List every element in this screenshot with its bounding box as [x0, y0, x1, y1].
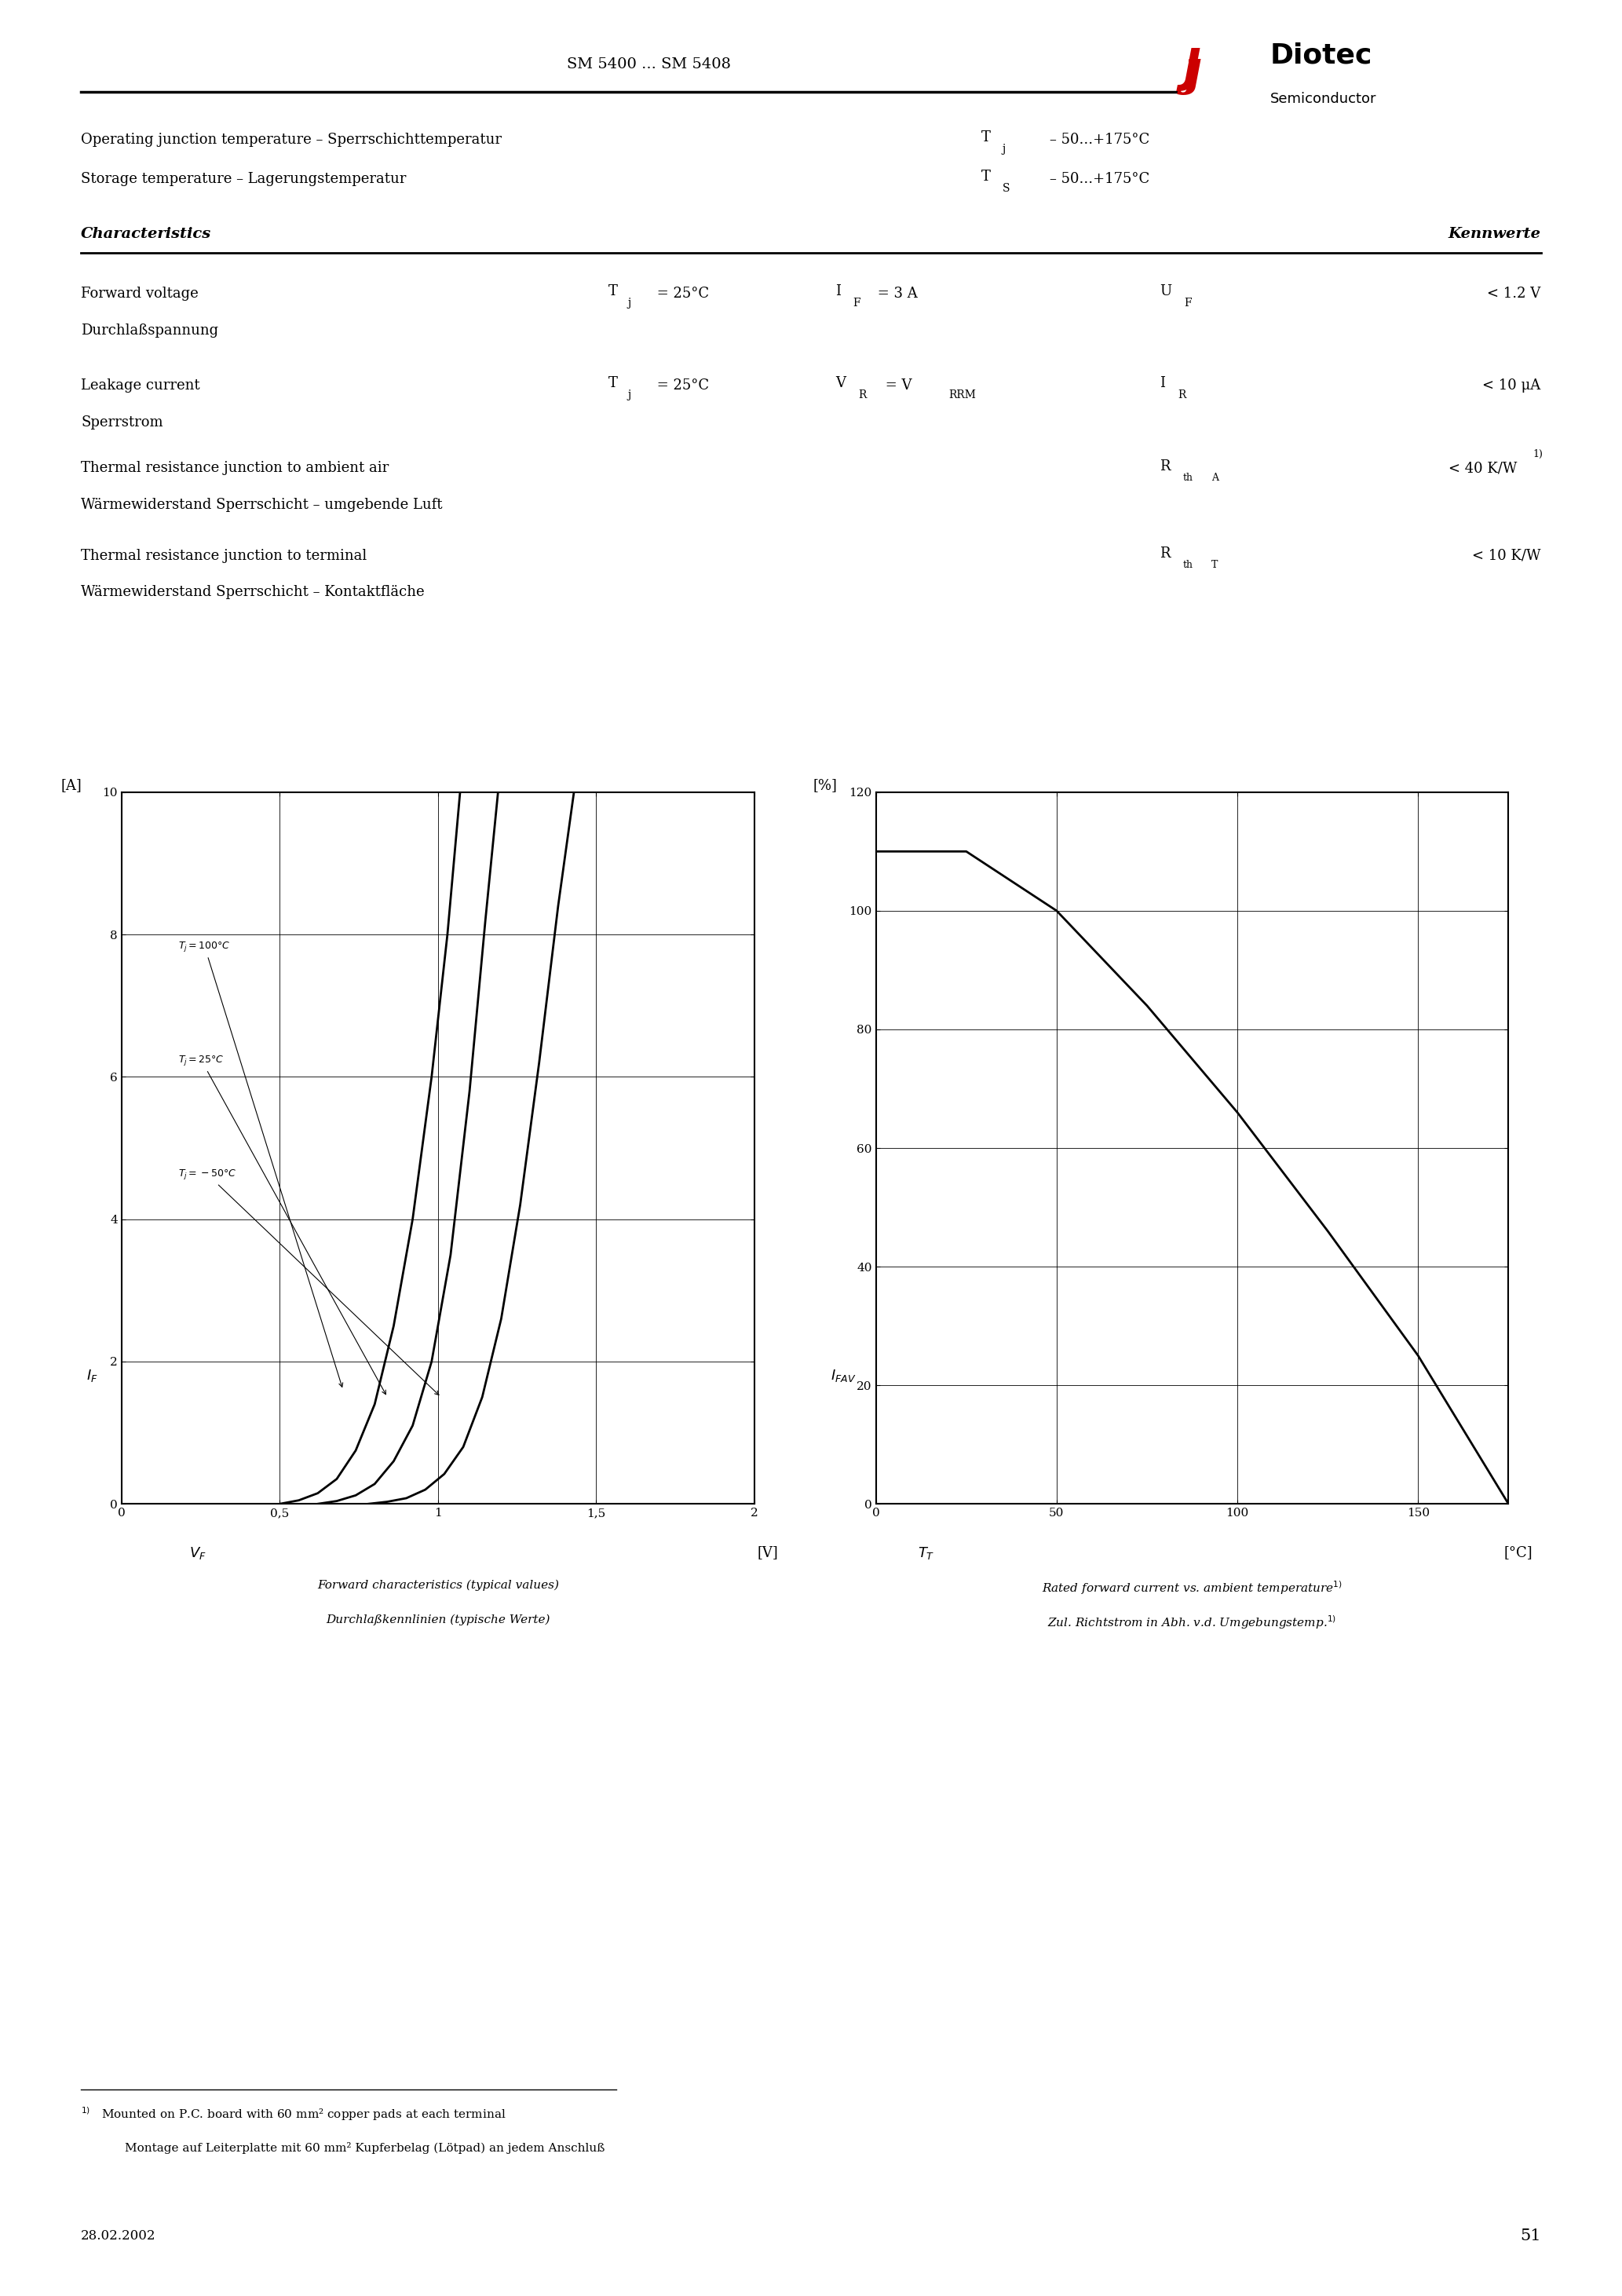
- Text: Zul. Richtstrom in Abh. v.d. Umgebungstemp.$^{1)}$: Zul. Richtstrom in Abh. v.d. Umgebungste…: [1048, 1614, 1337, 1630]
- Text: ȷ: ȷ: [1184, 48, 1200, 94]
- Text: – 50...+175°C: – 50...+175°C: [1049, 172, 1150, 186]
- Text: S: S: [1002, 184, 1011, 193]
- Text: j: j: [1002, 145, 1006, 154]
- Text: F: F: [1184, 298, 1192, 308]
- Text: R: R: [1160, 459, 1171, 473]
- Text: Semiconductor: Semiconductor: [1270, 92, 1377, 106]
- Text: Storage temperature – Lagerungstemperatur: Storage temperature – Lagerungstemperatu…: [81, 172, 407, 186]
- Text: RRM: RRM: [949, 390, 976, 400]
- Text: Rated forward current vs. ambient temperature$^{1)}$: Rated forward current vs. ambient temper…: [1041, 1580, 1343, 1596]
- Text: J: J: [1184, 46, 1200, 92]
- Text: = V: = V: [881, 379, 912, 393]
- Text: $T_T$: $T_T$: [918, 1545, 934, 1561]
- Text: T: T: [608, 285, 618, 298]
- Text: Operating junction temperature – Sperrschichttemperatur: Operating junction temperature – Sperrsc…: [81, 133, 501, 147]
- Text: $T_j = -50°C$: $T_j = -50°C$: [178, 1169, 440, 1396]
- Text: – 50...+175°C: – 50...+175°C: [1049, 133, 1150, 147]
- Text: < 1.2 V: < 1.2 V: [1487, 287, 1541, 301]
- Text: Thermal resistance junction to terminal: Thermal resistance junction to terminal: [81, 549, 367, 563]
- Text: R: R: [1160, 546, 1171, 560]
- Text: 51: 51: [1520, 2229, 1541, 2243]
- Text: < 10 μA: < 10 μA: [1483, 379, 1541, 393]
- Text: $^{1)}$   Mounted on P.C. board with 60 mm² copper pads at each terminal: $^{1)}$ Mounted on P.C. board with 60 mm…: [81, 2105, 506, 2122]
- Text: SM 5400 ... SM 5408: SM 5400 ... SM 5408: [566, 57, 732, 71]
- Text: Kennwerte: Kennwerte: [1448, 227, 1541, 241]
- Text: Diotec: Diotec: [1270, 41, 1372, 69]
- Text: V: V: [835, 377, 845, 390]
- Text: = 25°C: = 25°C: [652, 287, 709, 301]
- Text: Montage auf Leiterplatte mit 60 mm² Kupferbelag (Lötpad) an jedem Anschluß: Montage auf Leiterplatte mit 60 mm² Kupf…: [125, 2142, 605, 2154]
- Text: I: I: [1160, 377, 1165, 390]
- Text: 1): 1): [1533, 450, 1543, 459]
- Text: F: F: [853, 298, 861, 308]
- Text: I: I: [835, 285, 840, 298]
- Text: Wärmewiderstand Sperrschicht – umgebende Luft: Wärmewiderstand Sperrschicht – umgebende…: [81, 498, 443, 512]
- Text: j: j: [628, 298, 631, 308]
- Text: T: T: [608, 377, 618, 390]
- Text: $T_j = 100°C$: $T_j = 100°C$: [178, 939, 342, 1387]
- Text: [V]: [V]: [757, 1545, 779, 1559]
- Text: [°C]: [°C]: [1504, 1545, 1533, 1559]
- Text: Thermal resistance junction to ambient air: Thermal resistance junction to ambient a…: [81, 461, 389, 475]
- Text: T: T: [981, 131, 991, 145]
- Text: R: R: [858, 390, 866, 400]
- Text: $T_j = 25°C$: $T_j = 25°C$: [178, 1054, 386, 1394]
- Text: Sperrstrom: Sperrstrom: [81, 416, 164, 429]
- Text: Forward characteristics (typical values): Forward characteristics (typical values): [316, 1580, 560, 1591]
- Text: U: U: [1160, 285, 1171, 298]
- Text: Leakage current: Leakage current: [81, 379, 200, 393]
- Text: j: j: [628, 390, 631, 400]
- Text: T: T: [1212, 560, 1218, 569]
- Text: A: A: [1212, 473, 1218, 482]
- Text: $I_F$: $I_F$: [86, 1368, 99, 1384]
- Text: Forward voltage: Forward voltage: [81, 287, 198, 301]
- Text: Characteristics: Characteristics: [81, 227, 211, 241]
- Text: < 40 K/W: < 40 K/W: [1448, 461, 1521, 475]
- Text: Wärmewiderstand Sperrschicht – Kontaktfläche: Wärmewiderstand Sperrschicht – Kontaktfl…: [81, 585, 425, 599]
- Text: = 3 A: = 3 A: [873, 287, 916, 301]
- Text: T: T: [981, 170, 991, 184]
- Y-axis label: [A]: [A]: [60, 778, 81, 792]
- Text: < 10 K/W: < 10 K/W: [1473, 549, 1541, 563]
- Y-axis label: [%]: [%]: [813, 778, 837, 792]
- Text: R: R: [1178, 390, 1186, 400]
- Text: Durchlaßkennlinien (typische Werte): Durchlaßkennlinien (typische Werte): [326, 1614, 550, 1626]
- Text: th: th: [1182, 560, 1192, 569]
- Text: = 25°C: = 25°C: [652, 379, 709, 393]
- Text: Durchlaßspannung: Durchlaßspannung: [81, 324, 219, 338]
- Text: $I_{FAV}$: $I_{FAV}$: [830, 1368, 856, 1384]
- Text: th: th: [1182, 473, 1192, 482]
- Text: 28.02.2002: 28.02.2002: [81, 2229, 156, 2243]
- Text: $V_F$: $V_F$: [190, 1545, 206, 1561]
